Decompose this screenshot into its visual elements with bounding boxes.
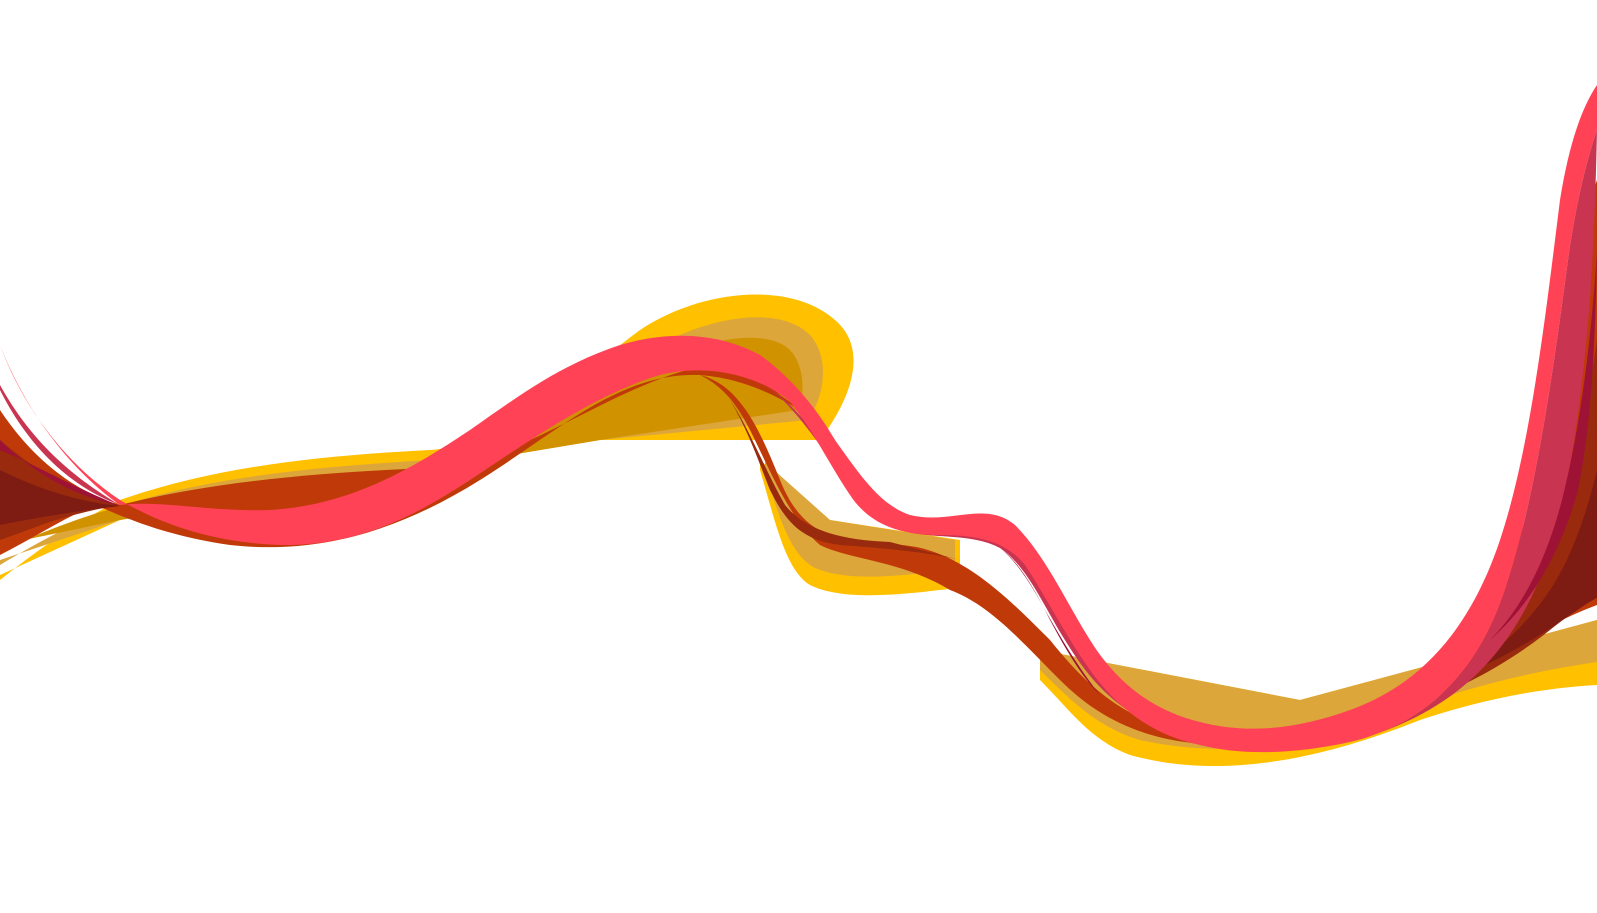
maroon-layer-right xyxy=(1440,470,1597,685)
maroon-layer-left xyxy=(0,470,120,525)
front-ribbon-band xyxy=(0,85,1597,753)
rust-layer-left xyxy=(0,366,830,555)
middle-ribbon-band xyxy=(0,180,1597,746)
pink-red-ribbon-left xyxy=(0,335,835,545)
pink-red-ribbon-center xyxy=(760,85,1597,753)
crimson-layer-right xyxy=(1490,250,1597,640)
rose-layer-right xyxy=(1350,130,1597,742)
